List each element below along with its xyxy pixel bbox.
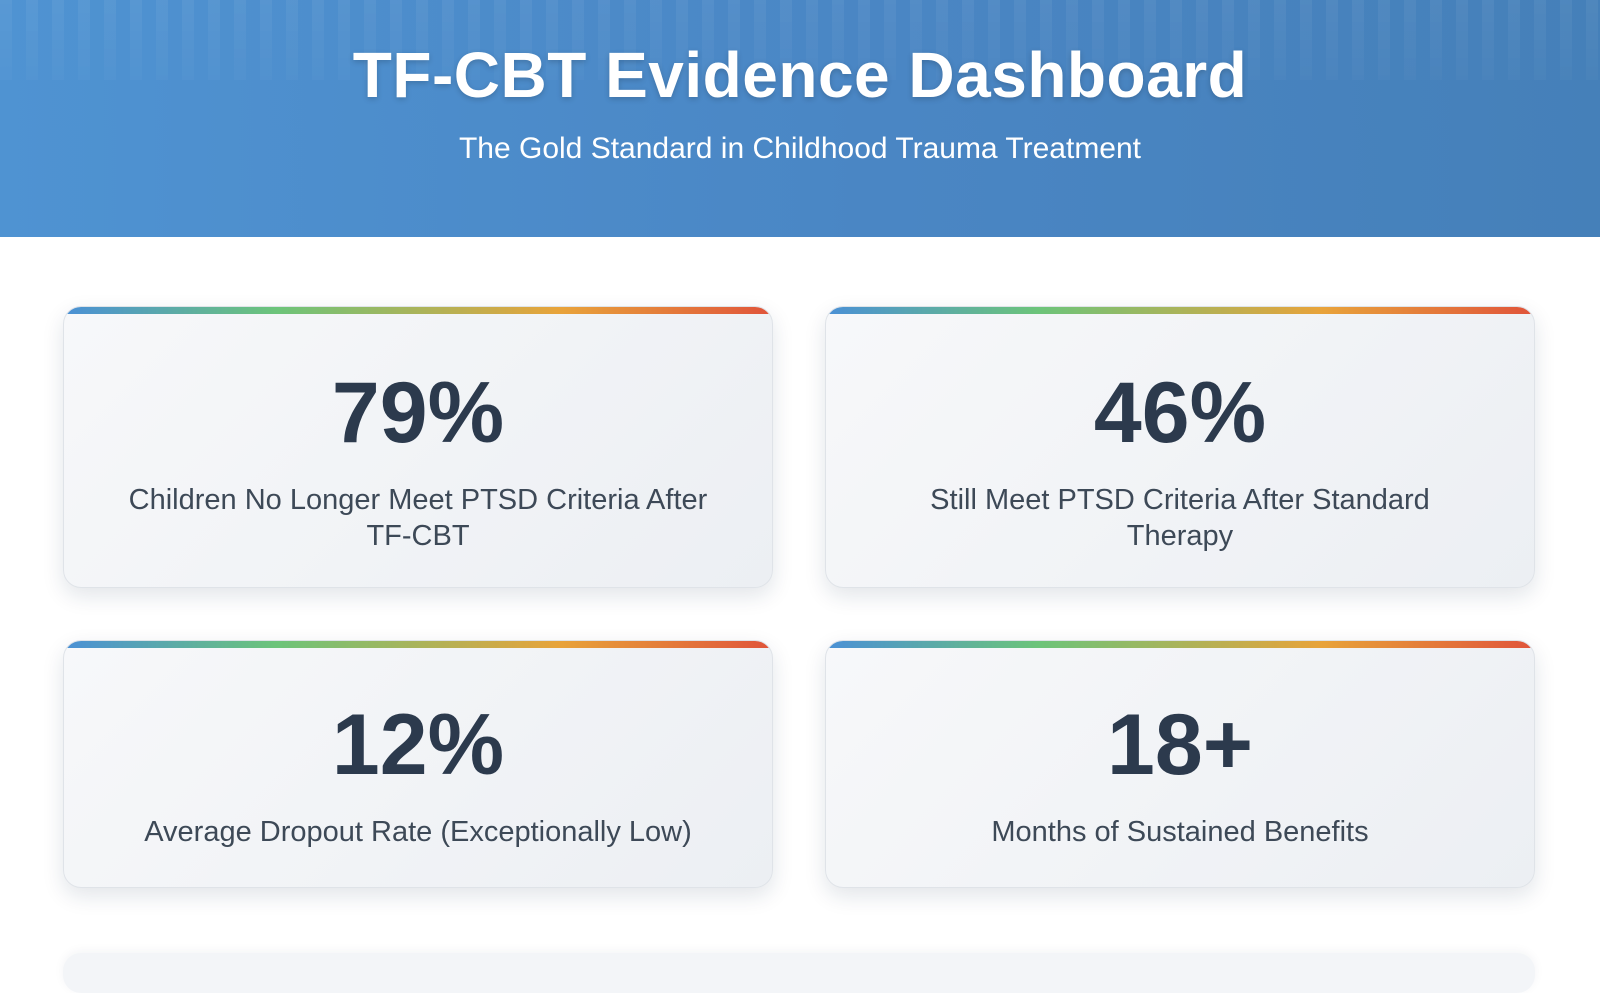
header-stripe-decoration — [0, 0, 1600, 80]
page-subtitle: The Gold Standard in Childhood Trauma Tr… — [458, 132, 1142, 165]
dashboard-header: TF-CBT Evidence Dashboard The Gold Stand… — [0, 0, 1600, 237]
stat-card-standard-therapy: 46% Still Meet PTSD Criteria After Stand… — [825, 306, 1535, 588]
stat-value: 79% — [331, 365, 505, 461]
next-section-panel — [63, 953, 1535, 993]
page-title: TF-CBT Evidence Dashboard — [352, 39, 1248, 111]
stat-card-ptsd-recovery: 79% Children No Longer Meet PTSD Criteri… — [63, 306, 773, 588]
stat-label: Average Dropout Rate (Exceptionally Low) — [144, 816, 692, 848]
stat-label: Still Meet PTSD Criteria After Standard … — [930, 484, 1430, 552]
stat-value: 12% — [331, 697, 505, 793]
stat-value: 46% — [1093, 365, 1267, 461]
stat-card-sustained-benefits: 18+ Months of Sustained Benefits — [825, 640, 1535, 888]
stat-card-dropout-rate: 12% Average Dropout Rate (Exceptionally … — [63, 640, 773, 888]
stat-label: Months of Sustained Benefits — [991, 816, 1369, 848]
stat-label: Children No Longer Meet PTSD Criteria Af… — [128, 484, 708, 552]
stat-value: 18+ — [1107, 697, 1253, 793]
